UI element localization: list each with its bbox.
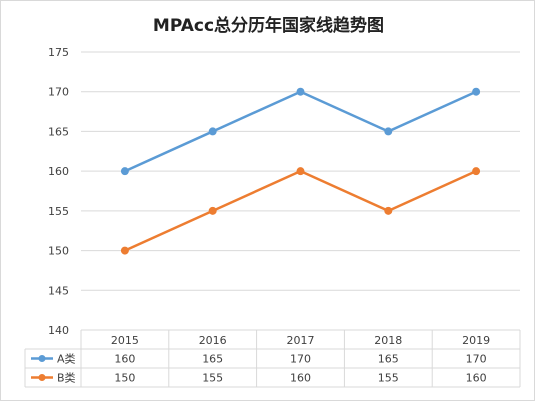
y-tick-label: 150 — [48, 245, 69, 258]
data-point — [120, 246, 129, 255]
data-point — [384, 127, 393, 136]
y-tick-label: 140 — [48, 324, 69, 337]
table-value: 160 — [114, 353, 135, 366]
chart-title: MPAcc总分历年国家线趋势图 — [152, 16, 385, 36]
legend-label: B类 — [57, 371, 76, 385]
table-value: 155 — [202, 372, 223, 385]
y-tick-label: 175 — [48, 46, 69, 59]
table-value: 155 — [378, 372, 399, 385]
x-tick-label: 2018 — [374, 334, 402, 347]
table-value: 170 — [466, 353, 487, 366]
x-tick-label: 2015 — [111, 334, 139, 347]
y-tick-label: 165 — [48, 125, 69, 138]
data-point — [208, 127, 217, 136]
data-point — [120, 167, 129, 176]
y-tick-label: 155 — [48, 205, 69, 218]
x-tick-label: 2017 — [287, 334, 315, 347]
legend-key-marker — [38, 355, 46, 362]
table-value: 170 — [290, 353, 311, 366]
legend-key-marker — [38, 374, 46, 381]
data-point — [472, 87, 481, 96]
y-tick-label: 145 — [48, 284, 69, 297]
x-tick-label: 2019 — [462, 334, 490, 347]
y-tick-label: 160 — [48, 165, 69, 178]
legend-label: A类 — [57, 352, 76, 366]
table-value: 165 — [202, 353, 223, 366]
table-value: 165 — [378, 353, 399, 366]
x-tick-label: 2016 — [199, 334, 227, 347]
table-value: 160 — [466, 372, 487, 385]
data-point — [296, 87, 305, 96]
data-point — [384, 206, 393, 215]
data-point — [208, 206, 217, 215]
data-point — [472, 167, 481, 176]
table-value: 160 — [290, 372, 311, 385]
y-tick-label: 170 — [48, 86, 69, 99]
table-value: 150 — [114, 372, 135, 385]
data-point — [296, 167, 305, 176]
